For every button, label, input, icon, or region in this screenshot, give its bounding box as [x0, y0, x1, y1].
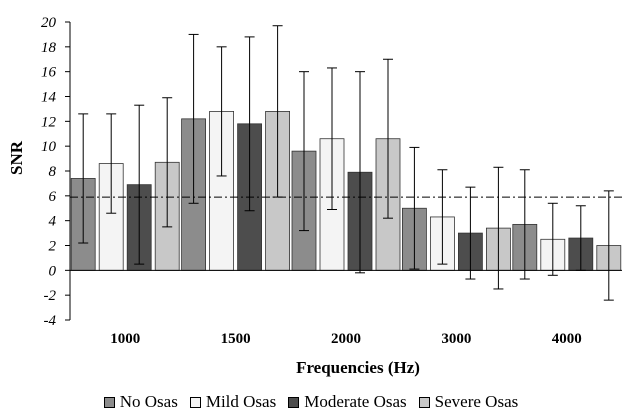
- legend-label: Mild Osas: [205, 392, 277, 411]
- y-tick-label: 14: [41, 90, 57, 106]
- legend: No Osas Mild Osas Moderate Osas Severe Osas: [0, 391, 622, 413]
- x-category-label: 4000: [552, 331, 582, 347]
- x-category-label: 2000: [331, 331, 361, 347]
- y-tick-label: 2: [49, 239, 57, 255]
- legend-item: Moderate Osas: [288, 392, 407, 412]
- legend-swatch: [288, 396, 300, 408]
- y-tick-label: 6: [49, 189, 57, 205]
- y-tick-label: 16: [41, 65, 57, 81]
- legend-swatch: [103, 396, 115, 408]
- legend-label: Moderate Osas: [304, 392, 407, 411]
- x-category-label: 1500: [221, 331, 251, 347]
- bars: [70, 111, 622, 271]
- y-tick-label: 0: [49, 263, 57, 279]
- axes: [65, 21, 622, 321]
- y-tick-label: 20: [41, 15, 57, 31]
- legend-item: Severe Osas: [418, 392, 519, 412]
- legend-label: Severe Osas: [434, 392, 519, 411]
- legend-swatch: [189, 396, 201, 408]
- x-axis-title: Frequencies (Hz): [296, 358, 420, 377]
- x-category-label: 3000: [441, 331, 471, 347]
- y-tick-label: -4: [44, 313, 57, 329]
- y-tick-label: 18: [41, 40, 57, 56]
- x-category-label: 1000: [110, 331, 140, 347]
- y-tick-label: 12: [41, 114, 57, 130]
- y-axis-title: SNR: [7, 140, 26, 175]
- y-tick-label: 8: [49, 164, 57, 180]
- error-bars: [78, 25, 614, 301]
- x-axis-categories: 1000 1500 2000 3000 4000: [110, 331, 582, 347]
- y-tick-label: -2: [44, 288, 57, 304]
- legend-item: No Osas: [103, 392, 178, 412]
- legend-swatch: [418, 396, 430, 408]
- legend-label: No Osas: [119, 392, 178, 411]
- legend-item: Mild Osas: [189, 392, 277, 412]
- y-tick-label: 4: [49, 214, 57, 230]
- y-tick-label: 10: [41, 139, 57, 155]
